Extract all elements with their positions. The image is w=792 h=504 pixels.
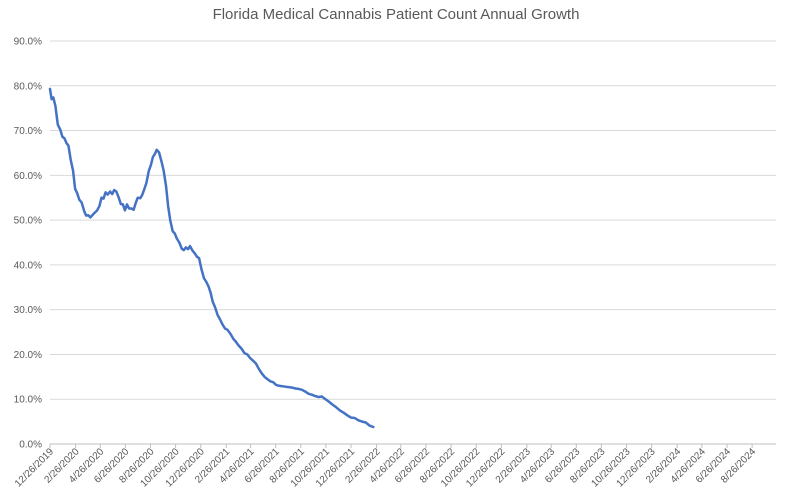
- series-group: [48, 87, 375, 429]
- y-tick-label: 90.0%: [14, 37, 42, 48]
- y-tick-label: 10.0%: [14, 395, 42, 406]
- y-tick-label: 60.0%: [14, 171, 42, 182]
- y-tick-label: 20.0%: [14, 350, 42, 361]
- y-axis-ticks: 0.0% 10.0% 20.0% 30.0% 40.0% 50.0% 60.0% 70.0% 8…: [14, 37, 42, 451]
- gridlines: [50, 40, 776, 445]
- y-tick-label: 0.0%: [19, 440, 42, 451]
- series-line-0: [48, 87, 375, 429]
- x-axis-ticks: 12/26/20192/26/20204/26/20206/26/20208/2…: [13, 444, 759, 490]
- y-tick-label: 80.0%: [14, 81, 42, 92]
- y-tick-label: 30.0%: [14, 305, 42, 316]
- y-tick-label: 70.0%: [14, 126, 42, 137]
- y-tick-label: 50.0%: [14, 216, 42, 227]
- y-tick-label: 40.0%: [14, 260, 42, 271]
- chart-title: Florida Medical Cannabis Patient Count A…: [212, 6, 580, 23]
